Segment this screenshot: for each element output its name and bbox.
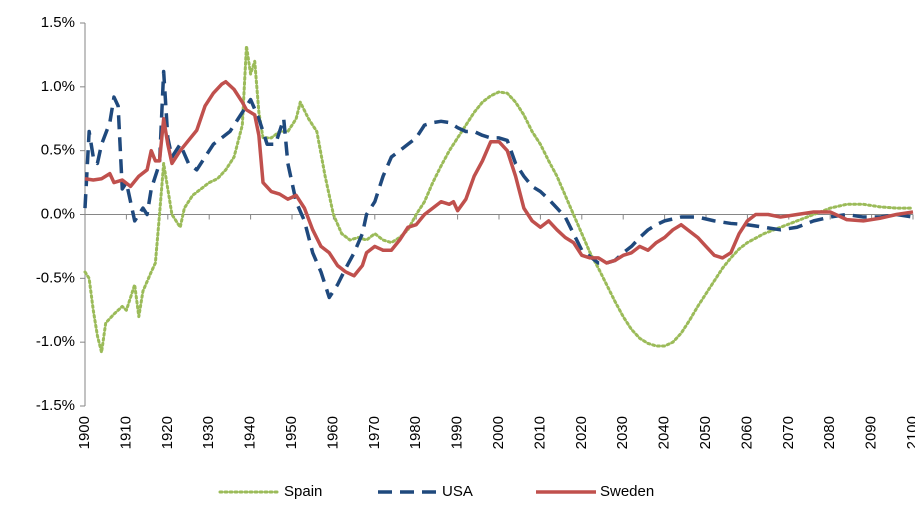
y-tick-label: -0.5% (36, 269, 75, 286)
y-tick-label: 0.0% (41, 205, 75, 222)
x-tick-label: 1900 (76, 416, 93, 449)
x-tick-label: 1980 (407, 416, 424, 449)
y-tick-label: -1.0% (36, 333, 75, 350)
x-tick-label: 1970 (366, 416, 383, 449)
x-tick-label: 1950 (283, 416, 300, 449)
y-tick-label: 0.5% (41, 142, 75, 159)
x-tick-label: 1930 (200, 416, 217, 449)
x-tick-label: 1920 (159, 416, 176, 449)
legend-item: Spain (218, 483, 322, 500)
y-tick-label: 1.5% (41, 14, 75, 31)
series-line (83, 44, 915, 354)
legend-label: Sweden (600, 483, 654, 500)
x-tick-label: 1990 (449, 416, 466, 449)
y-tick-label: 1.0% (41, 78, 75, 95)
x-tick-label: 2070 (780, 416, 797, 449)
legend-label: USA (442, 483, 473, 500)
series-line (83, 69, 914, 300)
x-tick-label: 2000 (490, 416, 507, 449)
x-tick-label: 2030 (614, 416, 631, 449)
x-tick-label: 1960 (324, 416, 341, 449)
x-tick-label: 2050 (697, 416, 714, 449)
legend-item: Sweden (536, 483, 654, 500)
x-tick-label: 2080 (821, 416, 838, 449)
x-tick-label: 2040 (656, 416, 673, 449)
x-tick-label: 2090 (863, 416, 880, 449)
x-tick-label: 2100 (904, 416, 915, 449)
y-tick-label: -1.5% (36, 397, 75, 414)
x-tick-label: 1940 (242, 416, 259, 449)
x-tick-label: 2060 (738, 416, 755, 449)
x-tick-label: 1910 (117, 416, 134, 449)
legend-label: Spain (284, 483, 322, 500)
legend-item: USA (378, 483, 473, 500)
x-tick-label: 2020 (573, 416, 590, 449)
x-tick-label: 2010 (531, 416, 548, 449)
series-line (84, 79, 914, 278)
